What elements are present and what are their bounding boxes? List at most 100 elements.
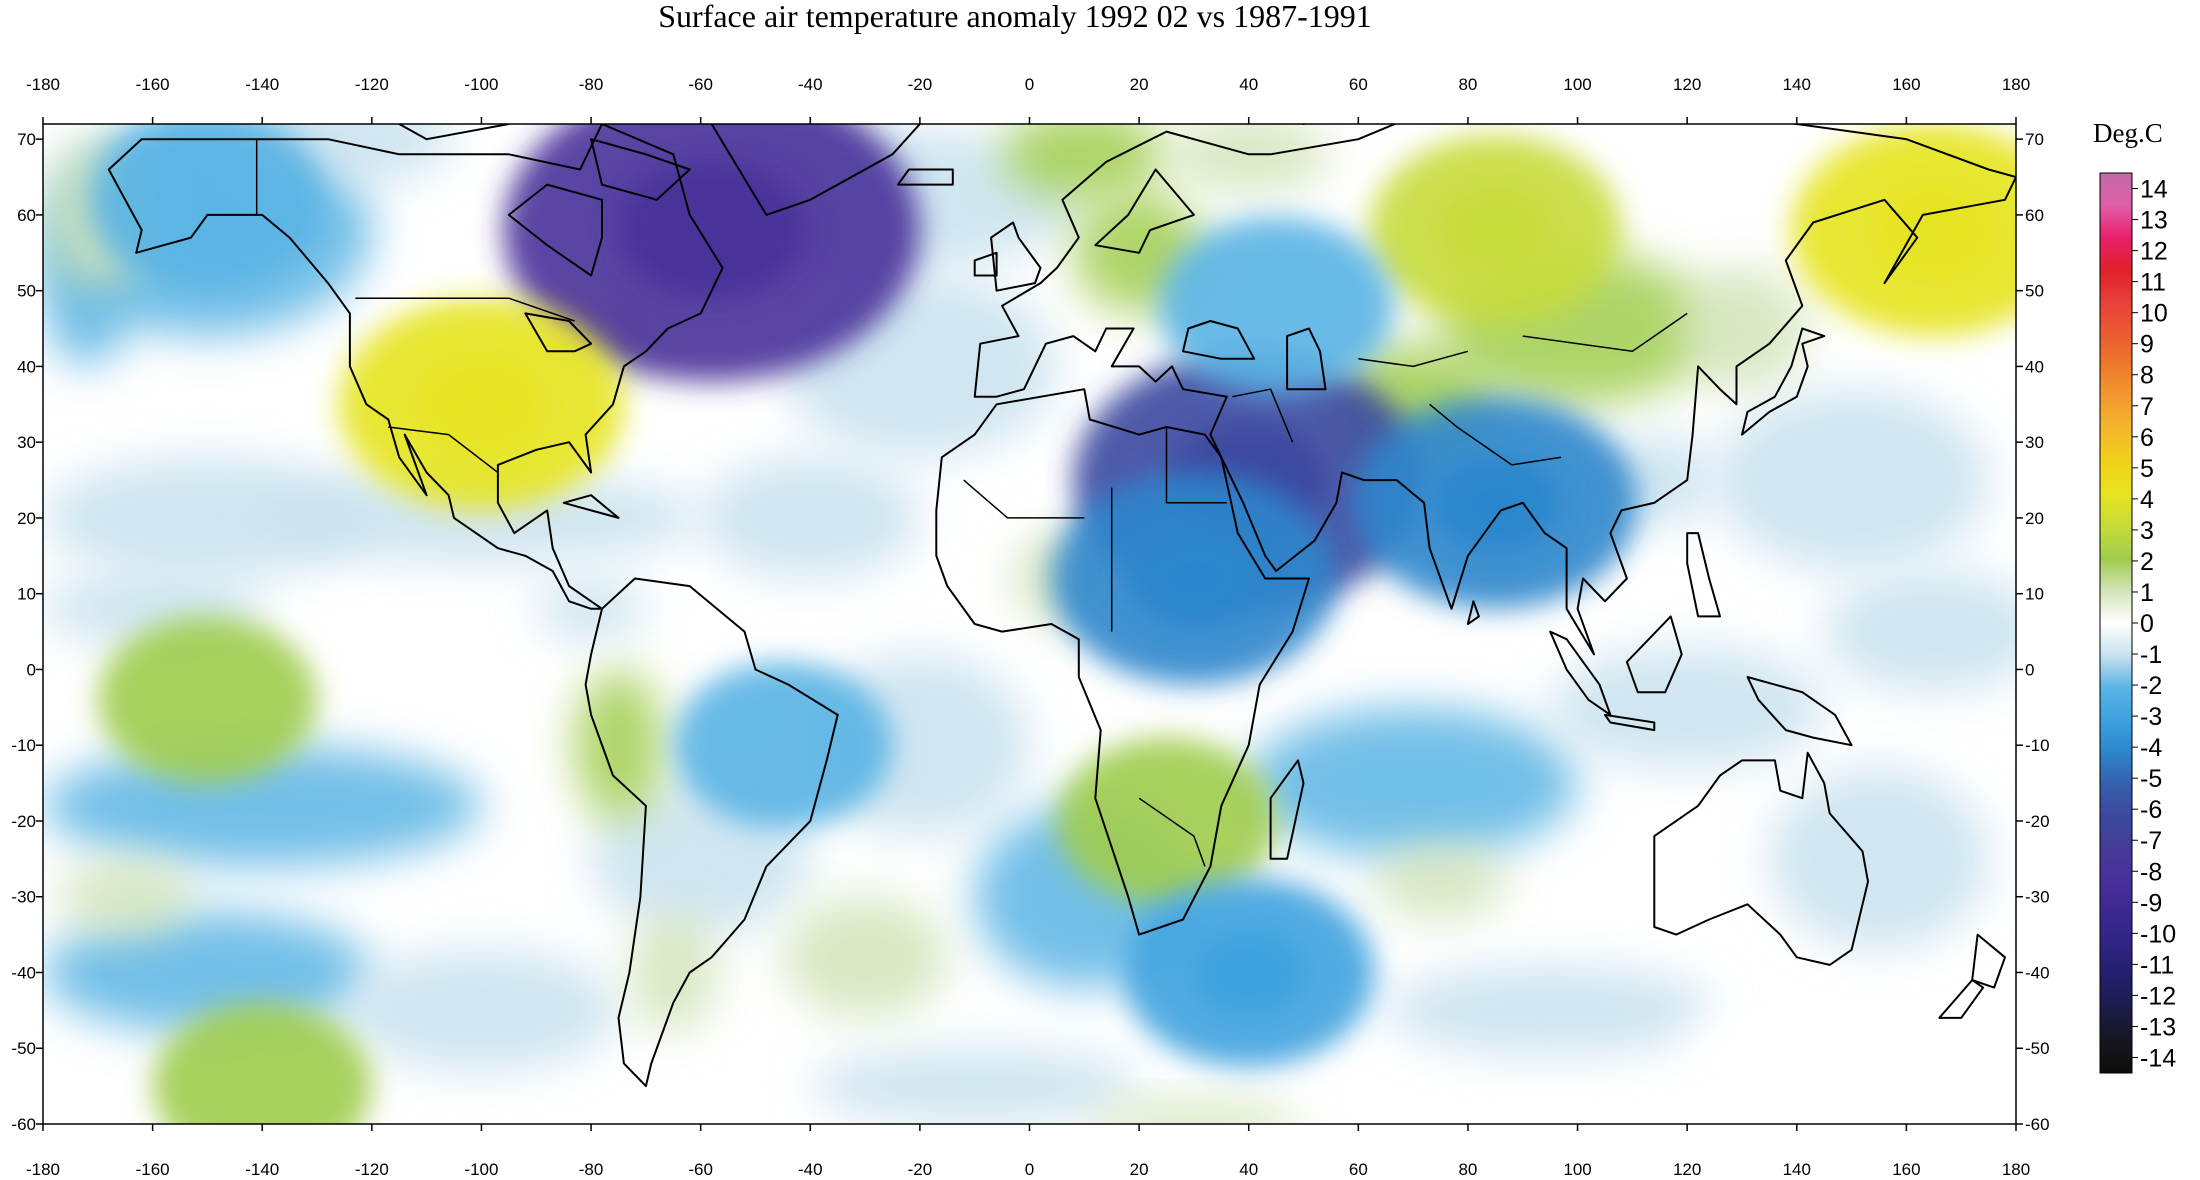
coastline-path: [1302, 124, 1308, 125]
colorbar-title: Deg.C: [2093, 118, 2163, 148]
lat-tick-label-left: -10: [11, 736, 36, 755]
lon-tick-label-top: -60: [688, 75, 713, 94]
lon-tick-label-top: 180: [2002, 75, 2030, 94]
coastline-path: [584, 577, 839, 1088]
lat-tick-label-right: 70: [2025, 130, 2044, 149]
colorbar-label: 7: [2140, 393, 2154, 421]
lat-tick-label-left: 10: [17, 585, 36, 604]
border-path: [963, 479, 1085, 519]
lon-tick-label-top: 60: [1349, 75, 1368, 94]
coastline-path: [709, 124, 921, 216]
anomaly-hotspot: [673, 661, 893, 829]
anomaly-hotspot-core: [1438, 187, 1553, 273]
colorbar-label: -14: [2140, 1044, 2176, 1072]
lon-tick-label-bottom: 20: [1130, 1160, 1149, 1179]
colorbar-label: 10: [2140, 300, 2168, 328]
colorbar-label: -12: [2140, 982, 2176, 1010]
anomaly-hotspot-core: [417, 356, 546, 453]
lat-tick-label-left: 0: [27, 660, 36, 679]
colorbar-label: 12: [2140, 238, 2168, 266]
colorbar-labels: 14131211109876543210-1-2-3-4-5-6-7-8-9-1…: [2132, 176, 2176, 1072]
coastline-path: [1269, 759, 1305, 860]
lon-tick-label-top: 140: [1783, 75, 1811, 94]
coastline-path: [1686, 532, 1721, 618]
colorbar-label: -5: [2140, 765, 2162, 793]
lon-tick-label-top: 120: [1673, 75, 1701, 94]
lat-tick-label-right: 50: [2025, 282, 2044, 301]
lon-tick-label-top: -180: [26, 75, 60, 94]
anomaly-field: [43, 124, 2016, 1124]
colorbar-label: 9: [2140, 331, 2154, 359]
lon-tick-label-bottom: -120: [355, 1160, 389, 1179]
lon-tick-label-bottom: -80: [579, 1160, 604, 1179]
colorbar-label: 4: [2140, 486, 2154, 514]
lat-tick-label-left: -30: [11, 888, 36, 907]
coastline-path: [1182, 320, 1256, 360]
border-path: [1232, 388, 1294, 443]
lat-tick-label-right: -50: [2025, 1039, 2050, 1058]
lat-tick-label-right: -30: [2025, 888, 2050, 907]
coastline-path: [935, 388, 1310, 936]
coastline-path: [990, 221, 1042, 292]
lat-tick-label-right: 60: [2025, 206, 2044, 225]
coastline-path: [1084, 63, 1166, 93]
colorbar-label: 1: [2140, 579, 2154, 607]
lon-tick-label-top: -160: [136, 75, 170, 94]
colorbar-label: 0: [2140, 610, 2154, 638]
border-path: [388, 426, 499, 474]
colorbar-label: 2: [2140, 548, 2154, 576]
lat-tick-label-left: 50: [17, 282, 36, 301]
border-path: [1358, 350, 1469, 368]
lon-tick-label-top: -140: [245, 75, 279, 94]
coastline-path: [1625, 615, 1683, 694]
lon-tick-label-top: 20: [1130, 75, 1149, 94]
coastline-path: [524, 312, 593, 353]
coastline-path: [590, 138, 691, 201]
lon-tick-label-bottom: 140: [1783, 1160, 1811, 1179]
colorbar-label: 8: [2140, 362, 2154, 390]
coastline-path: [107, 124, 724, 610]
border-path: [1429, 403, 1562, 466]
lat-tick-label-right: 40: [2025, 357, 2044, 376]
lat-tick-label-right: -20: [2025, 812, 2050, 831]
lon-tick-label-bottom: -160: [136, 1160, 170, 1179]
lon-tick-label-top: -120: [355, 75, 389, 94]
coastline-path: [1746, 676, 1853, 747]
lon-tick-label-bottom: 180: [2002, 1160, 2030, 1179]
anomaly-hotspot: [1158, 216, 1394, 395]
lon-tick-label-bottom: 160: [1892, 1160, 1920, 1179]
colorbar-label: 5: [2140, 455, 2154, 483]
coastline-path: [507, 183, 603, 277]
coastline-path: [1604, 713, 1656, 732]
border-path: [1522, 312, 1688, 353]
lon-tick-label-bottom: 60: [1349, 1160, 1368, 1179]
lat-tick-label-left: -60: [11, 1115, 36, 1134]
colorbar-label: 6: [2140, 424, 2154, 452]
colorbar-label: -10: [2140, 920, 2176, 948]
lat-tick-label-right: 0: [2025, 660, 2034, 679]
lon-tick-label-bottom: -140: [245, 1160, 279, 1179]
lon-tick-label-bottom: -60: [688, 1160, 713, 1179]
anomaly-hotspot: [89, 124, 326, 289]
lat-tick-label-right: -10: [2025, 736, 2050, 755]
colorbar-gradient: [2099, 172, 2133, 1074]
coastline-path: [562, 494, 620, 519]
lon-tick-label-bottom: -180: [26, 1160, 60, 1179]
colorbar-label: 11: [2140, 269, 2166, 297]
colorbar-label: -6: [2140, 796, 2162, 824]
anomaly-hotspot-core: [1869, 182, 1998, 278]
lon-tick-label-bottom: 80: [1458, 1160, 1477, 1179]
coastline-path: [897, 168, 954, 186]
colorbar-label: -13: [2140, 1013, 2176, 1041]
coastline-path: [1094, 168, 1195, 254]
coastline-path: [1466, 600, 1480, 625]
lon-tick-label-top: 80: [1458, 75, 1477, 94]
lon-tick-label-bottom: 120: [1673, 1160, 1701, 1179]
colorbar-label: -9: [2140, 889, 2162, 917]
lat-tick-label-right: 20: [2025, 509, 2044, 528]
anomaly-hotspot: [1056, 737, 1277, 905]
anomaly-hotspot: [97, 616, 318, 784]
lon-tick-label-bottom: 0: [1025, 1160, 1034, 1179]
lon-tick-label-top: -80: [579, 75, 604, 94]
